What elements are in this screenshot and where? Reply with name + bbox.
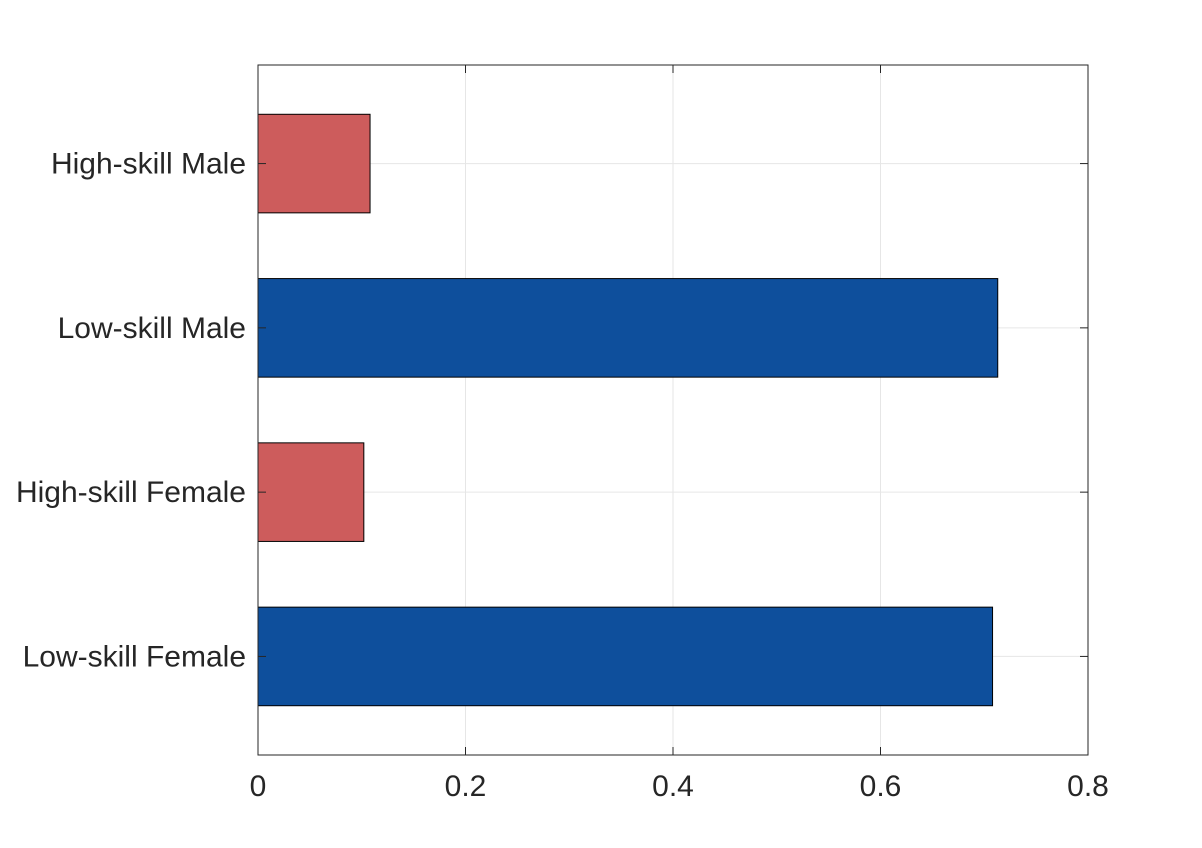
y-tick-label: High-skill Female: [16, 476, 246, 509]
bars: [257, 113, 999, 707]
bar: [257, 442, 365, 542]
bar: [257, 606, 994, 707]
bar: [257, 113, 371, 214]
y-tick-labels: Low-skill Female High-skill Female Low-ski…: [16, 148, 246, 674]
x-tick-label: 0.2: [445, 770, 487, 803]
x-tick-label: 0: [250, 770, 267, 803]
y-tick-label: High-skill Male: [51, 148, 246, 181]
x-tick-labels: 0 0.2 0.4 0.6 0.8: [250, 770, 1109, 803]
x-tick-label: 0.8: [1067, 770, 1109, 803]
ticks: [257, 65, 1089, 755]
y-tick-label: Low-skill Female: [23, 640, 246, 673]
bar: [257, 278, 999, 378]
x-tick-label: 0.6: [860, 770, 902, 803]
x-tick-label: 0.4: [652, 770, 694, 803]
y-tick-label: Low-skill Male: [58, 312, 246, 345]
